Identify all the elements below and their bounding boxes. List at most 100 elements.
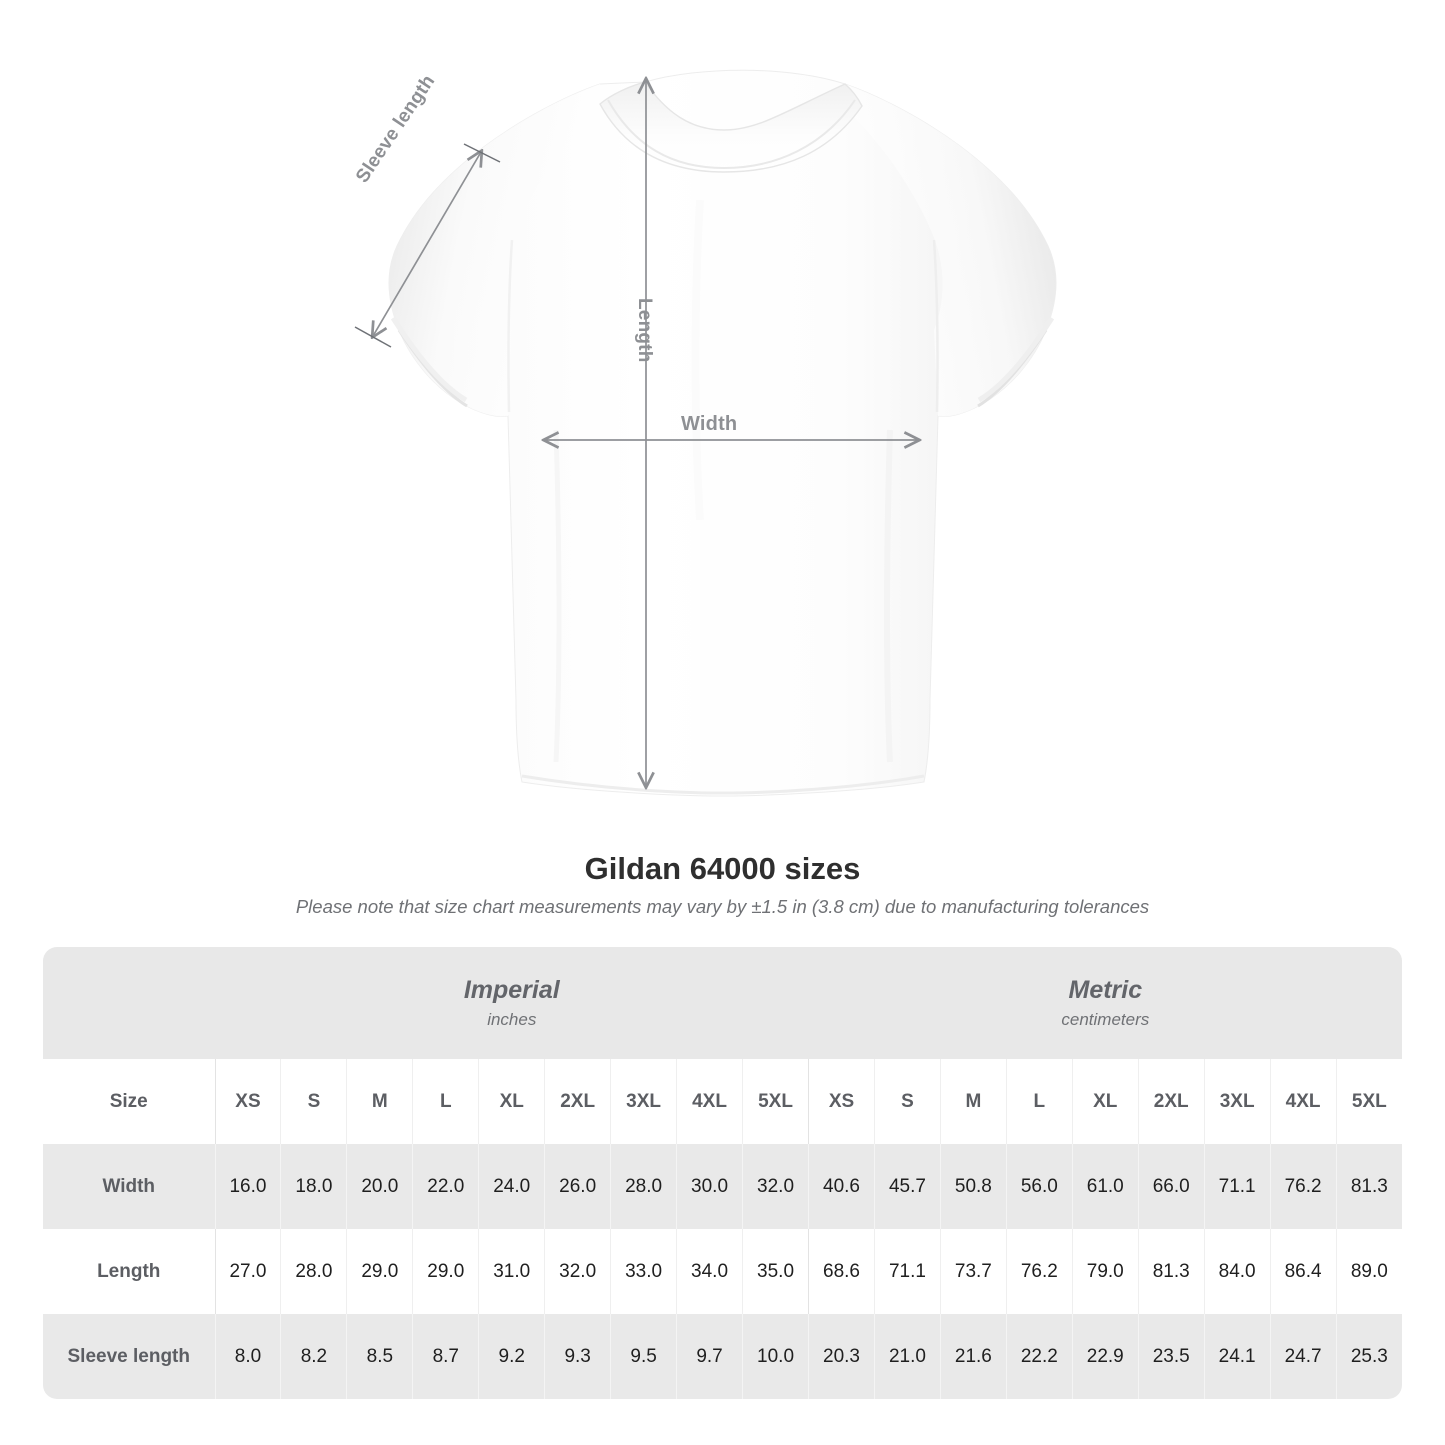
cell-length-imperial-4xl: 34.0 — [676, 1229, 743, 1314]
size-header-2xl-metric: 2XL — [1137, 1059, 1205, 1144]
cell-width-metric-2xl: 66.0 — [1137, 1144, 1205, 1229]
cell-sleeve-length-metric-2xl: 23.5 — [1137, 1314, 1205, 1399]
unit-row-spacer — [43, 947, 215, 1059]
size-header-l-metric: L — [1005, 1059, 1073, 1144]
tshirt-diagram: Sleeve length Length Width — [352, 69, 1057, 797]
cell-sleeve-length-metric-xs: 20.3 — [808, 1314, 875, 1399]
cell-width-metric-3xl: 71.1 — [1203, 1144, 1271, 1229]
size-header-5xl-metric: 5XL — [1335, 1059, 1403, 1144]
cell-sleeve-length-metric-4xl: 24.7 — [1269, 1314, 1337, 1399]
size-header-3xl-imperial: 3XL — [610, 1059, 677, 1144]
cell-length-metric-xs: 68.6 — [808, 1229, 875, 1314]
size-header-xl-imperial: XL — [478, 1059, 545, 1144]
size-column-label: Size — [43, 1059, 215, 1144]
cell-width-metric-s: 45.7 — [873, 1144, 941, 1229]
size-header-3xl-metric: 3XL — [1203, 1059, 1271, 1144]
cell-width-metric-5xl: 81.3 — [1335, 1144, 1403, 1229]
size-header-4xl-metric: 4XL — [1269, 1059, 1337, 1144]
size-header-l-imperial: L — [412, 1059, 479, 1144]
cell-length-imperial-xl: 31.0 — [478, 1229, 545, 1314]
cell-width-imperial-xs: 16.0 — [214, 1144, 281, 1229]
row-label-length: Length — [43, 1229, 215, 1314]
table-unit-header-row: Imperial inches Metric centimeters — [43, 947, 1403, 1059]
cell-sleeve-length-imperial-l: 8.7 — [412, 1314, 479, 1399]
size-header-s-metric: S — [873, 1059, 941, 1144]
measurement-annotations — [354, 80, 918, 786]
cell-width-imperial-4xl: 30.0 — [676, 1144, 743, 1229]
cell-sleeve-length-imperial-s: 8.2 — [280, 1314, 347, 1399]
cell-sleeve-length-metric-s: 21.0 — [873, 1314, 941, 1399]
cell-width-metric-xl: 61.0 — [1071, 1144, 1139, 1229]
cell-sleeve-length-imperial-2xl: 9.3 — [544, 1314, 611, 1399]
size-header-2xl-imperial: 2XL — [544, 1059, 611, 1144]
length-label: Length — [634, 298, 655, 363]
cell-sleeve-length-imperial-3xl: 9.5 — [610, 1314, 677, 1399]
size-header-xs-imperial: XS — [214, 1059, 281, 1144]
cell-length-metric-2xl: 81.3 — [1137, 1229, 1205, 1314]
cell-length-imperial-xs: 27.0 — [214, 1229, 281, 1314]
size-chart-table-wrapper: Imperial inches Metric centimeters Size XS S M L… — [43, 947, 1403, 1402]
cell-length-imperial-5xl: 35.0 — [741, 1229, 809, 1314]
cell-sleeve-length-metric-m: 21.6 — [939, 1314, 1007, 1399]
sleeve-tick-bottom — [354, 326, 392, 348]
cell-width-imperial-xl: 24.0 — [478, 1144, 545, 1229]
cell-length-metric-s: 71.1 — [873, 1229, 941, 1314]
size-header-xl-metric: XL — [1071, 1059, 1139, 1144]
cell-width-imperial-l: 22.0 — [412, 1144, 479, 1229]
cell-width-metric-l: 56.0 — [1005, 1144, 1073, 1229]
size-header-m-metric: M — [939, 1059, 1007, 1144]
cell-sleeve-length-metric-5xl: 25.3 — [1335, 1314, 1403, 1399]
sleeve-tick-top — [463, 143, 501, 163]
table-row: Width 16.0 18.0 20.0 22.0 24.0 26.0 28.0 30.0 32.… — [43, 1144, 1403, 1229]
size-chart-table: Imperial inches Metric centimeters Size XS S M L… — [43, 947, 1403, 1399]
cell-length-metric-m: 73.7 — [939, 1229, 1007, 1314]
cell-width-metric-xs: 40.6 — [808, 1144, 875, 1229]
page-subtitle: Please note that size chart measurements… — [295, 896, 1150, 917]
cell-width-imperial-5xl: 32.0 — [741, 1144, 809, 1229]
tshirt-illustration — [354, 69, 1057, 797]
table-size-header-row: Size XS S M L XL 2XL 3XL 4XL 5XL XS S M L XL 2XL 3XL 4XL 5… — [43, 1059, 1403, 1144]
cell-sleeve-length-metric-xl: 22.9 — [1071, 1314, 1139, 1399]
unit-name: Metric — [1068, 976, 1143, 1005]
cell-sleeve-length-imperial-m: 8.5 — [346, 1314, 413, 1399]
table-row: Sleeve length 8.0 8.2 8.5 8.7 9.2 9.3 9.5 9.7 10.… — [43, 1314, 1403, 1399]
cell-width-imperial-s: 18.0 — [280, 1144, 347, 1229]
unit-header-imperial: Imperial inches — [215, 947, 809, 1059]
unit-subtitle: inches — [487, 1009, 537, 1029]
cell-length-imperial-2xl: 32.0 — [544, 1229, 611, 1314]
cell-width-metric-m: 50.8 — [939, 1144, 1007, 1229]
cell-length-metric-5xl: 89.0 — [1335, 1229, 1403, 1314]
cell-length-imperial-l: 29.0 — [412, 1229, 479, 1314]
row-label-sleeve-length: Sleeve length — [43, 1314, 215, 1399]
cell-width-imperial-m: 20.0 — [346, 1144, 413, 1229]
size-header-s-imperial: S — [280, 1059, 347, 1144]
cell-length-metric-3xl: 84.0 — [1203, 1229, 1271, 1314]
page-title: Gildan 64000 sizes — [584, 851, 861, 886]
cell-length-imperial-s: 28.0 — [280, 1229, 347, 1314]
size-header-m-imperial: M — [346, 1059, 413, 1144]
cell-sleeve-length-imperial-xs: 8.0 — [214, 1314, 281, 1399]
cell-length-imperial-3xl: 33.0 — [610, 1229, 677, 1314]
cell-width-metric-4xl: 76.2 — [1269, 1144, 1337, 1229]
cell-width-imperial-2xl: 26.0 — [544, 1144, 611, 1229]
size-header-xs-metric: XS — [808, 1059, 875, 1144]
row-label-width: Width — [43, 1144, 215, 1229]
size-header-4xl-imperial: 4XL — [676, 1059, 743, 1144]
cell-length-metric-xl: 79.0 — [1071, 1229, 1139, 1314]
cell-sleeve-length-imperial-4xl: 9.7 — [676, 1314, 743, 1399]
cell-sleeve-length-imperial-5xl: 10.0 — [741, 1314, 809, 1399]
cell-sleeve-length-metric-l: 22.2 — [1005, 1314, 1073, 1399]
table-row: Length 27.0 28.0 29.0 29.0 31.0 32.0 33.0 34.0 35… — [43, 1229, 1403, 1314]
cell-width-imperial-3xl: 28.0 — [610, 1144, 677, 1229]
size-header-5xl-imperial: 5XL — [741, 1059, 809, 1144]
unit-subtitle: centimeters — [1061, 1009, 1150, 1029]
unit-name: Imperial — [463, 976, 560, 1005]
unit-header-metric: Metric centimeters — [808, 947, 1403, 1059]
width-label: Width — [681, 413, 738, 435]
sleeve-length-arrow — [373, 152, 481, 336]
cell-sleeve-length-imperial-xl: 9.2 — [478, 1314, 545, 1399]
cell-length-metric-l: 76.2 — [1005, 1229, 1073, 1314]
cell-length-metric-4xl: 86.4 — [1269, 1229, 1337, 1314]
cell-sleeve-length-metric-3xl: 24.1 — [1203, 1314, 1271, 1399]
